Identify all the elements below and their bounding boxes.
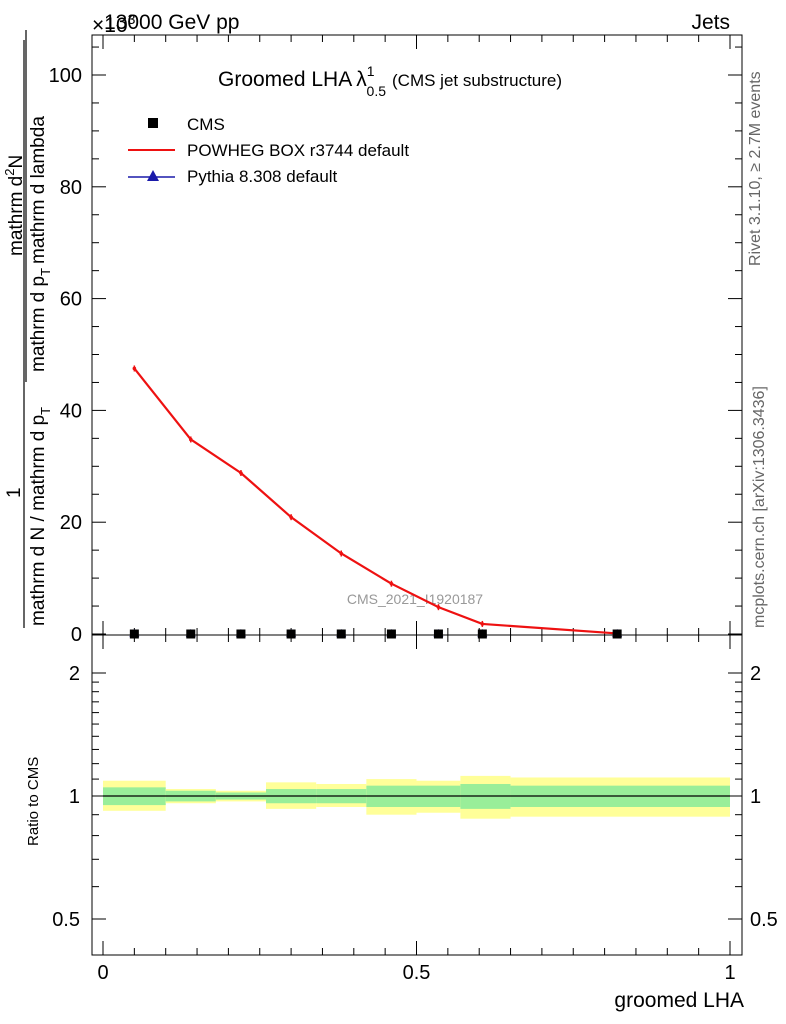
ratio-y-axis-label: Ratio to CMS [25,757,42,846]
main-y-tick-label: 20 [60,512,82,534]
main-y-tick-label: 0 [71,624,82,646]
beam-energy-label: 13000 GeV pp [104,11,239,34]
cms-point [612,629,622,639]
main-y-tick-label: 40 [60,400,82,422]
cms-point [386,629,396,639]
ratio-y-tick-label-right: 2 [750,663,761,685]
ratio-y-tick-label-left: 0.5 [52,909,80,931]
process-label: Jets [691,11,730,34]
cms-point [477,629,487,639]
powheg-point [436,605,441,609]
x-tick-label: 1 [724,962,735,984]
cms-point [433,629,443,639]
legend-marker-pythia [147,170,159,181]
powheg-point [480,622,485,626]
ratio-ticks: 0.5 0.5 1 1 2 2 0 0.5 1 [52,635,778,984]
powheg-point [239,471,243,475]
ratio-y-tick-label-left: 2 [69,663,80,685]
ratio-bands-layer [103,775,730,819]
analysis-watermark: CMS_2021_I1920187 [347,591,483,607]
y-label-inner-numerator: mathrm d2N [2,155,27,256]
main-y-tick-label: 60 [60,289,82,311]
y-label-denominator: mathrm d N / mathrm d pT [28,407,53,626]
legend: CMS POWHEG BOX r3744 default Pythia 8.30… [128,115,409,186]
legend-label-pythia: Pythia 8.308 default [187,167,338,186]
x-axis-label: groomed LHA [614,989,744,1012]
legend-label-cms: CMS [187,115,225,134]
rivet-info: Rivet 3.1.10, ≥ 2.7M events [747,71,764,266]
y-label-inner-denominator: mathrm d pTmathrm d lambda [28,116,53,372]
exponent-label: ×103 [92,11,136,37]
cms-point [129,629,139,639]
cms-point [286,629,296,639]
legend-label-powheg: POWHEG BOX r3744 default [187,141,409,160]
main-y-axis-label: 1 mathrm d N / mathrm d pT mathrm d2N ma… [2,30,53,628]
cms-point [186,629,196,639]
powheg-point [188,437,193,442]
ratio-y-tick-label-left: 1 [69,786,80,808]
main-title: Groomed LHA λ1 0.5(CMS jet substructure) [218,63,562,99]
legend-marker-cms [148,118,158,128]
main-y-ticks: 0 20 40 60 80 100 [49,46,742,646]
cms-point [336,629,346,639]
mcplots-info: mcplots.cern.ch [arXiv:1306.3436] [751,386,768,628]
cms-point [236,629,246,639]
powheg-point [289,515,293,519]
ratio-y-tick-label-right: 0.5 [750,909,778,931]
x-tick-label: 0 [97,962,108,984]
powheg-point [389,581,394,586]
powheg-point [132,366,137,371]
powheg-point [339,551,344,556]
x-tick-label: 0.5 [403,962,431,984]
main-y-tick-label: 80 [60,177,82,199]
main-y-tick-label: 100 [49,65,82,87]
y-label-one: 1 [4,487,25,498]
ratio-y-tick-label-right: 1 [750,786,761,808]
